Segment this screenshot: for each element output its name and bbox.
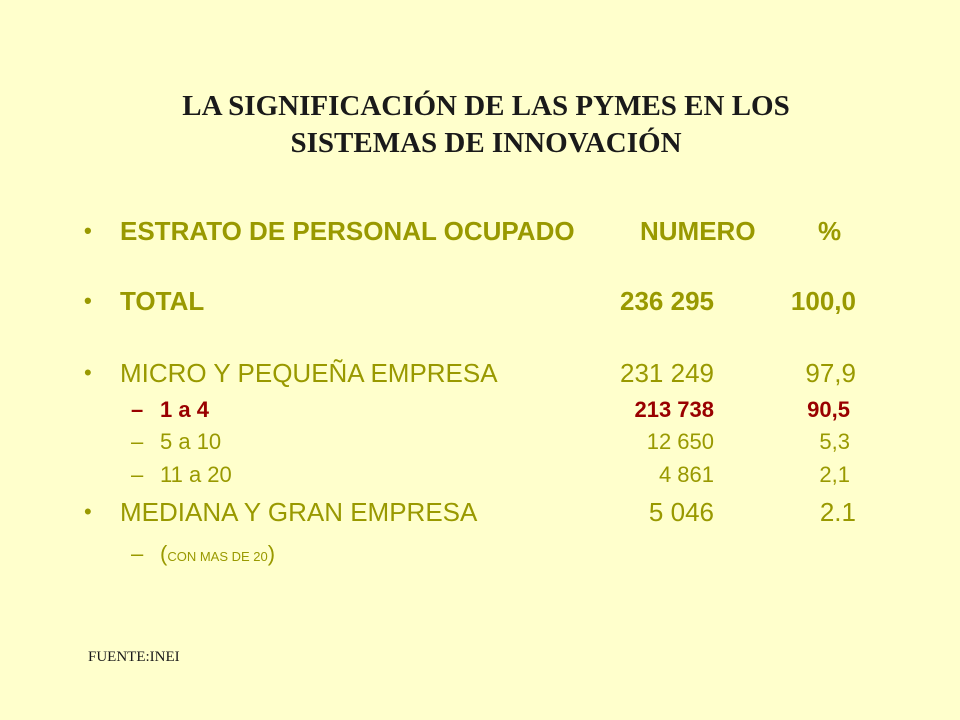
row-numero: 236 295 — [620, 286, 714, 316]
row-percent: 2,1 — [819, 462, 850, 487]
dash-icon: – — [131, 541, 144, 566]
row-5-a-10: – 5 a 10 12 650 5,3 — [0, 429, 960, 455]
dash-icon: – — [131, 462, 144, 487]
close-paren: ) — [267, 541, 276, 566]
row-percent: 2.1 — [819, 497, 856, 527]
source-note: FUENTE:INEI — [88, 649, 180, 665]
open-paren: ( — [160, 541, 168, 566]
row-numero: 4 861 — [658, 462, 714, 487]
header-estrato-label: ESTRATO DE PERSONAL OCUPADO — [120, 216, 575, 246]
row-percent: 100,0 — [790, 286, 856, 316]
row-label: 5 a 10 — [160, 429, 222, 454]
header-numero-label: NUMERO — [640, 216, 756, 246]
row-percent: 90,5 — [807, 397, 850, 422]
row-label: CON MAS DE 20 — [167, 549, 268, 564]
bullet-icon: • — [84, 499, 92, 524]
bullet-icon: • — [84, 218, 92, 243]
bullet-icon: • — [84, 360, 92, 385]
row-total: • TOTAL 236 295 100,0 — [0, 286, 960, 316]
row-con-mas-de-20: – (CON MAS DE 20) — [0, 541, 960, 567]
title-line-1: LA SIGNIFICACIÓN DE LAS PYMES EN LOS — [182, 90, 790, 122]
row-label: 11 a 20 — [160, 462, 232, 487]
title-line-2: SISTEMAS DE INNOVACIÓN — [290, 127, 682, 159]
table-header-row: • ESTRATO DE PERSONAL OCUPADO NUMERO % — [0, 216, 960, 246]
row-label: 1 a 4 — [160, 397, 209, 422]
row-percent: 97,9 — [805, 358, 856, 388]
row-micro-pequena: • MICRO Y PEQUEÑA EMPRESA 231 249 97,9 — [0, 358, 960, 388]
row-label: MICRO Y PEQUEÑA EMPRESA — [120, 358, 498, 388]
row-label: MEDIANA Y GRAN EMPRESA — [120, 497, 478, 527]
row-numero: 231 249 — [620, 358, 714, 388]
row-label: TOTAL — [120, 286, 205, 316]
row-11-a-20: – 11 a 20 4 861 2,1 — [0, 462, 960, 488]
bullet-icon: • — [84, 288, 92, 313]
row-1-a-4: – 1 a 4 213 738 90,5 — [0, 397, 960, 423]
row-numero: 213 738 — [634, 397, 714, 422]
header-percent-label: % — [818, 216, 842, 246]
dash-icon: – — [131, 429, 144, 454]
row-mediana-gran: • MEDIANA Y GRAN EMPRESA 5 046 2.1 — [0, 497, 960, 527]
slide-title: LA SIGNIFICACIÓN DE LAS PYMES EN LOS SIS… — [0, 88, 960, 162]
row-numero: 12 650 — [646, 429, 714, 454]
row-percent: 5,3 — [819, 429, 850, 454]
dash-icon: – — [131, 397, 144, 422]
row-numero: 5 046 — [648, 497, 714, 527]
row-note: (CON MAS DE 20) — [160, 541, 275, 570]
